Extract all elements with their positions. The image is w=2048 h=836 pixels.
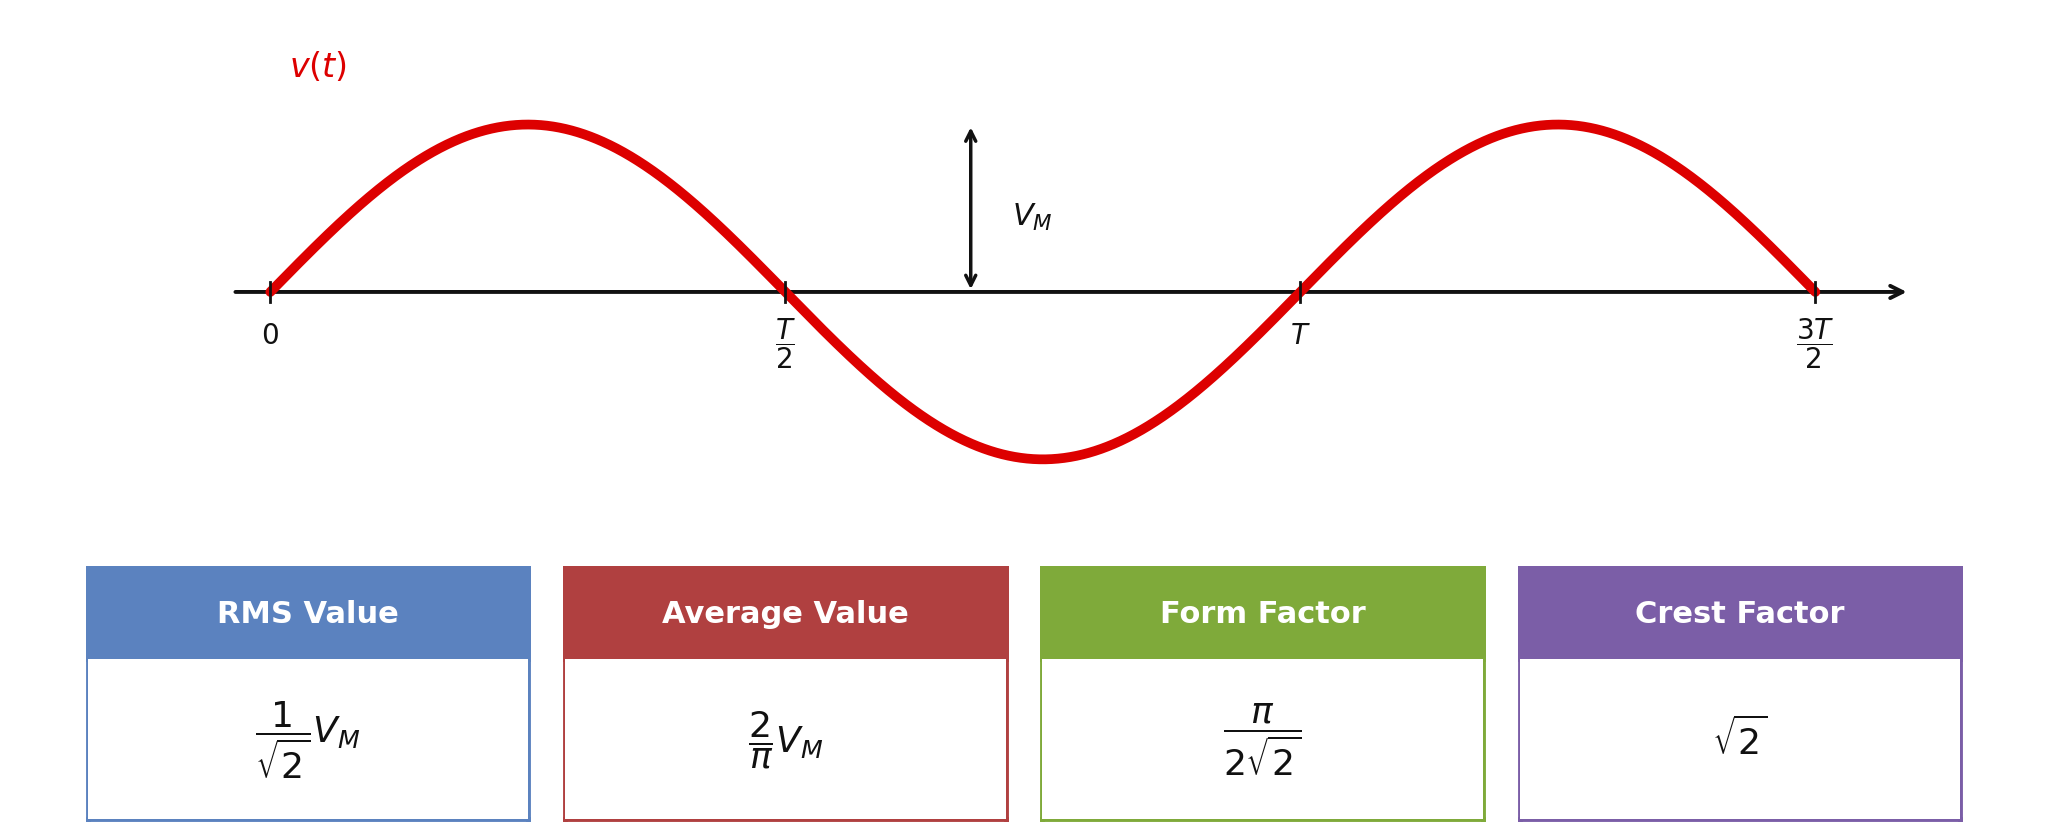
Text: RMS Value: RMS Value bbox=[217, 599, 399, 628]
Text: $\sqrt{2}$: $\sqrt{2}$ bbox=[1712, 717, 1767, 761]
Text: $\dfrac{2}{\pi}V_M$: $\dfrac{2}{\pi}V_M$ bbox=[748, 708, 823, 770]
Text: $\dfrac{T}{2}$: $\dfrac{T}{2}$ bbox=[774, 316, 797, 370]
Text: $\dfrac{3T}{2}$: $\dfrac{3T}{2}$ bbox=[1796, 316, 1835, 370]
Text: $\dfrac{1}{\sqrt{2}}V_M$: $\dfrac{1}{\sqrt{2}}V_M$ bbox=[256, 698, 360, 780]
Text: $v(t)$: $v(t)$ bbox=[289, 49, 348, 84]
Text: $\dfrac{\pi}{2\sqrt{2}}$: $\dfrac{\pi}{2\sqrt{2}}$ bbox=[1223, 701, 1303, 777]
Text: Average Value: Average Value bbox=[662, 599, 909, 628]
Text: $T$: $T$ bbox=[1290, 323, 1311, 349]
Text: Form Factor: Form Factor bbox=[1159, 599, 1366, 628]
Text: $V_M$: $V_M$ bbox=[1012, 201, 1053, 233]
Text: Crest Factor: Crest Factor bbox=[1634, 599, 1845, 628]
Text: $0$: $0$ bbox=[262, 323, 279, 349]
